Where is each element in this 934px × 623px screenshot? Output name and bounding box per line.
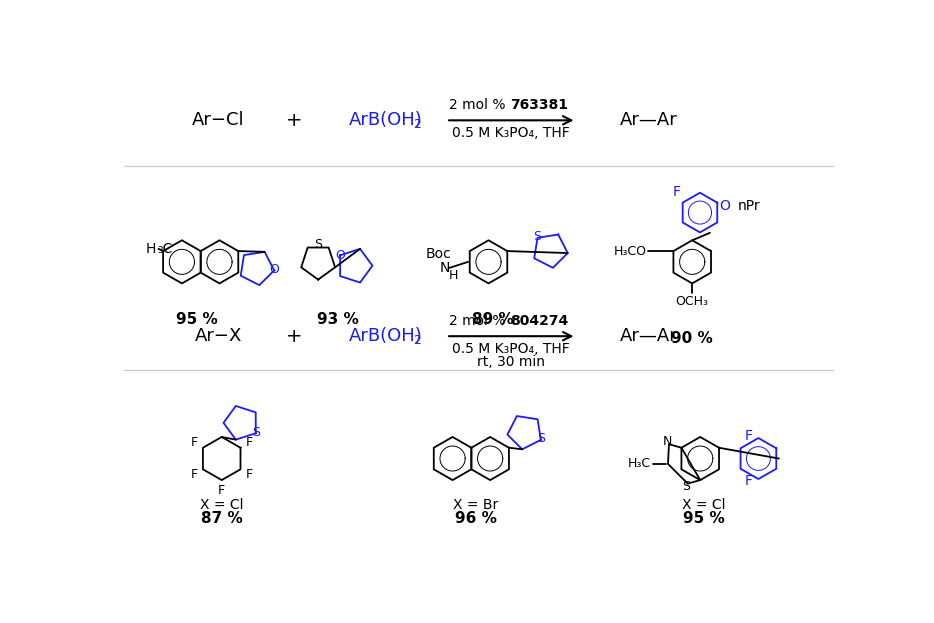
Text: Boc: Boc (425, 247, 451, 261)
Text: 804274: 804274 (510, 314, 568, 328)
Text: 87 %: 87 % (201, 511, 243, 526)
Text: 95 %: 95 % (683, 511, 725, 526)
Text: ArB(OH): ArB(OH) (348, 327, 422, 345)
Text: 2 mol %: 2 mol % (449, 98, 510, 112)
Text: X = Cl: X = Cl (200, 498, 244, 511)
Text: 90 %: 90 % (672, 331, 713, 346)
Text: O: O (335, 249, 345, 262)
Text: F: F (672, 184, 681, 199)
Text: N: N (439, 261, 449, 275)
Text: F: F (246, 468, 253, 481)
Text: Ar−Cl: Ar−Cl (191, 112, 245, 130)
Text: 89 %: 89 % (472, 312, 514, 327)
Text: S: S (314, 239, 322, 252)
Text: S: S (537, 432, 545, 445)
Text: Ar—Ar: Ar—Ar (620, 327, 678, 345)
Text: F: F (191, 468, 198, 481)
Text: X = Cl: X = Cl (683, 498, 726, 511)
Text: N: N (663, 435, 672, 448)
Text: H: H (449, 269, 459, 282)
Text: +: + (286, 326, 303, 346)
Text: S: S (533, 230, 542, 243)
Text: +: + (286, 111, 303, 130)
Text: O: O (269, 263, 279, 276)
Text: 763381: 763381 (510, 98, 568, 112)
Text: S: S (252, 426, 260, 439)
Text: F: F (219, 483, 225, 497)
Text: Ar−X: Ar−X (194, 327, 242, 345)
Text: H₃CO: H₃CO (614, 245, 646, 257)
Text: nPr: nPr (738, 199, 761, 214)
Text: S: S (682, 480, 690, 493)
Text: 0.5 M K₃PO₄, THF: 0.5 M K₃PO₄, THF (452, 341, 570, 356)
Text: F: F (744, 429, 753, 443)
Text: O: O (719, 199, 729, 214)
Text: 95 %: 95 % (176, 312, 218, 327)
Text: 96 %: 96 % (455, 511, 497, 526)
Text: H: H (145, 242, 156, 256)
Text: 2: 2 (413, 118, 421, 131)
Text: 93 %: 93 % (317, 312, 359, 327)
Text: ₃C: ₃C (157, 242, 173, 256)
Text: 0.5 M K₃PO₄, THF: 0.5 M K₃PO₄, THF (452, 126, 570, 140)
Text: 2: 2 (413, 333, 421, 346)
Text: F: F (744, 474, 753, 488)
Text: X = Br: X = Br (453, 498, 499, 511)
Text: Ar—Ar: Ar—Ar (620, 112, 678, 130)
Text: OCH₃: OCH₃ (675, 295, 709, 308)
Text: F: F (246, 436, 253, 449)
Text: 2 mol %: 2 mol % (449, 314, 510, 328)
Text: H₃C: H₃C (628, 457, 651, 470)
Text: rt, 30 min: rt, 30 min (477, 355, 545, 369)
Text: ArB(OH): ArB(OH) (348, 112, 422, 130)
Text: F: F (191, 436, 198, 449)
